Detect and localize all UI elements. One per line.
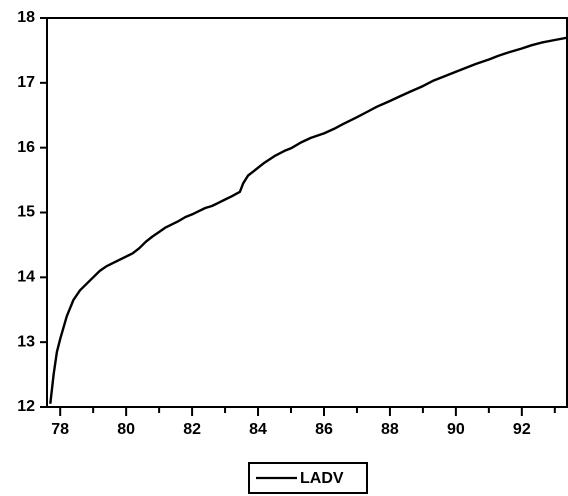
legend-label-ladv: LADV (300, 470, 344, 487)
x-tick-label: 82 (183, 421, 201, 438)
y-tick-label: 16 (17, 139, 35, 156)
series-line-ladv (49, 36, 568, 404)
y-tick-label: 12 (17, 398, 35, 415)
x-tick-label: 88 (381, 421, 399, 438)
legend: LADV (248, 462, 368, 494)
y-tick-label: 15 (17, 204, 35, 221)
series-layer (49, 36, 568, 404)
y-tick-label: 14 (17, 269, 35, 286)
x-tick-label: 80 (117, 421, 135, 438)
x-tick-label: 84 (249, 421, 267, 438)
x-tick-label: 90 (447, 421, 465, 438)
x-tick-label: 86 (315, 421, 333, 438)
y-axis-ticks: 12 13 14 15 16 17 18 (17, 9, 47, 415)
y-tick-label: 13 (17, 333, 35, 350)
axes (46, 17, 568, 408)
x-tick-label: 92 (513, 421, 531, 438)
y-tick-label: 18 (17, 9, 35, 26)
y-tick-label: 17 (17, 74, 35, 91)
x-tick-label: 78 (51, 421, 69, 438)
x-axis-ticks: 78 80 82 84 86 88 90 92 (51, 407, 556, 438)
